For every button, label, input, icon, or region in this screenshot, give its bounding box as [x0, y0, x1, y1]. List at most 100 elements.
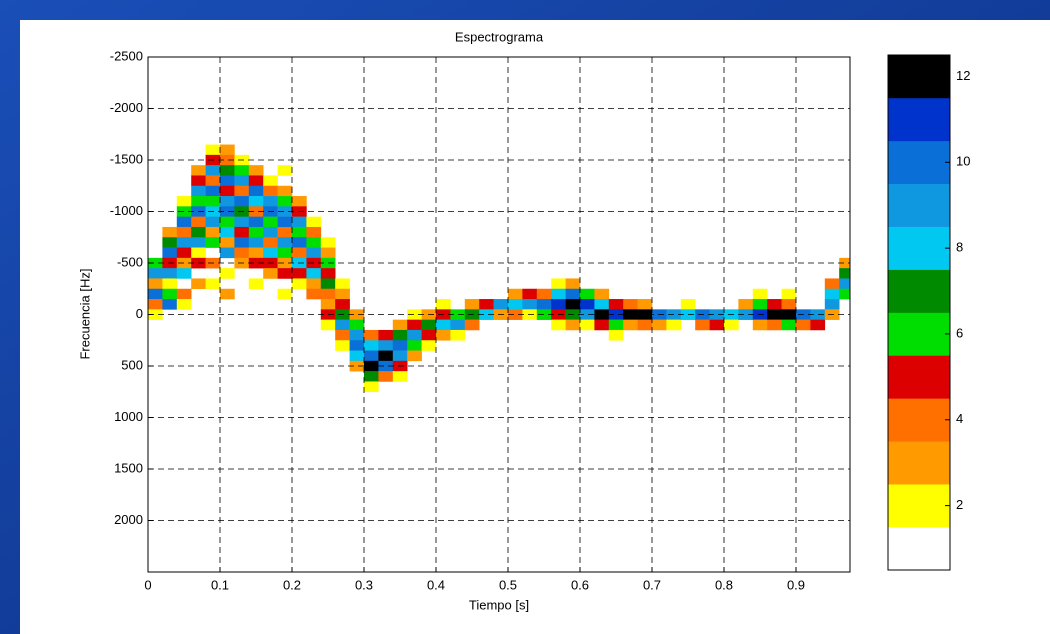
cell	[407, 329, 422, 341]
cell	[248, 216, 264, 228]
y-tick-label: -2500	[110, 48, 143, 63]
cell	[450, 319, 466, 331]
cell	[162, 237, 178, 248]
cell	[392, 329, 408, 341]
cell	[378, 371, 394, 382]
cell	[234, 196, 250, 207]
cell	[220, 154, 235, 166]
cell	[839, 288, 850, 300]
colorbar-band	[888, 484, 950, 528]
cell	[565, 319, 581, 331]
cell	[724, 319, 739, 331]
cell	[191, 216, 206, 228]
cell	[292, 278, 307, 290]
cell	[220, 165, 235, 176]
colorbar-tick-label: 10	[956, 154, 970, 169]
cell	[234, 247, 250, 259]
cell	[824, 278, 840, 290]
cell	[637, 319, 653, 331]
cell	[752, 319, 768, 331]
cell	[479, 299, 494, 310]
cell	[594, 299, 610, 310]
cell	[220, 216, 235, 228]
y-tick-label: 2000	[114, 512, 143, 527]
cell	[335, 278, 350, 290]
cell	[695, 319, 710, 331]
cell	[277, 268, 293, 279]
cell	[781, 319, 797, 331]
cell	[565, 278, 581, 290]
cell	[248, 226, 264, 238]
cell	[479, 309, 494, 320]
cell	[608, 329, 624, 341]
cell	[176, 226, 192, 238]
colorbar-band	[888, 226, 950, 270]
cell	[767, 319, 782, 331]
cell	[148, 299, 163, 310]
cell	[436, 299, 451, 310]
cell	[839, 257, 850, 269]
cell	[580, 288, 595, 300]
cell	[277, 185, 293, 197]
cell	[306, 226, 322, 238]
x-tick-label: 0.8	[715, 577, 733, 592]
cell	[551, 288, 566, 300]
colorbar-band	[888, 527, 950, 571]
cell	[839, 268, 850, 279]
cell	[738, 309, 754, 320]
cell	[220, 226, 235, 238]
cell	[176, 247, 192, 259]
cell	[738, 299, 754, 310]
cell	[205, 226, 221, 238]
cell	[176, 216, 192, 228]
cell	[364, 381, 379, 393]
cell	[349, 350, 365, 362]
cell	[364, 340, 379, 351]
cell	[349, 360, 365, 372]
cell	[263, 185, 278, 197]
cell	[551, 319, 566, 331]
cell	[810, 319, 826, 331]
cell	[493, 299, 509, 310]
cell	[162, 268, 178, 279]
cell	[752, 299, 768, 310]
cell	[248, 257, 264, 269]
cell	[767, 309, 782, 320]
cell	[608, 309, 624, 320]
x-tick-label: 0	[144, 577, 151, 592]
cell	[436, 329, 451, 341]
cell	[335, 288, 350, 300]
cell	[580, 319, 595, 331]
cell	[378, 329, 394, 341]
y-tick-label: -2000	[110, 100, 143, 115]
cell	[320, 247, 336, 259]
cell	[666, 319, 682, 331]
cell	[162, 247, 178, 259]
cell	[277, 216, 293, 228]
cell	[450, 309, 466, 320]
colorbar-tick-label: 4	[956, 411, 963, 426]
cell	[551, 299, 566, 310]
cell	[349, 309, 365, 320]
cell	[464, 299, 480, 310]
cell	[392, 340, 408, 351]
cell	[248, 185, 264, 197]
cell	[263, 268, 278, 279]
cell	[421, 319, 437, 331]
colorbar-tick-label: 12	[956, 68, 970, 83]
cell	[191, 185, 206, 197]
x-tick-label: 0.7	[643, 577, 661, 592]
cell	[162, 288, 178, 300]
cell	[191, 226, 206, 238]
cell	[522, 299, 538, 310]
cell	[709, 309, 725, 320]
cell	[234, 165, 250, 176]
cell	[277, 196, 293, 207]
cell	[176, 268, 192, 279]
cell	[392, 319, 408, 331]
cell	[220, 247, 235, 259]
colorbar-band	[888, 355, 950, 399]
cell	[608, 319, 624, 331]
cell	[277, 257, 293, 269]
cell	[752, 288, 768, 300]
